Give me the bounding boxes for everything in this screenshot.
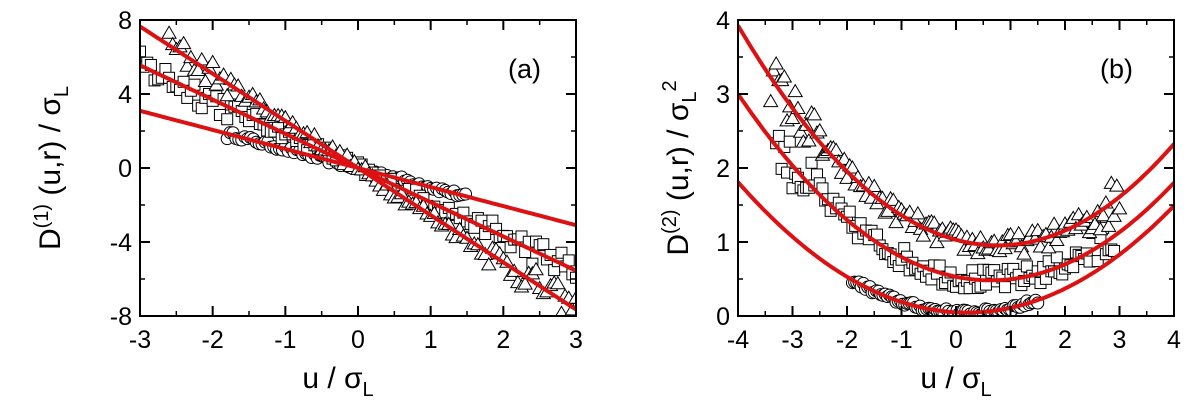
panel-a-label: (a) <box>508 54 541 84</box>
panel-b-y-tick-label: 0 <box>716 303 730 331</box>
panel-b-x-tick-label: -4 <box>727 326 749 354</box>
panel-a-x-axis-label: u / σL <box>302 362 373 401</box>
panel-a-y-axis-label: D(1) (u,r) / σL <box>31 86 73 250</box>
panel-a-point-triangle <box>175 35 192 50</box>
panel-b-point-triangle <box>909 205 926 220</box>
panel-b-point-triangle <box>915 228 932 242</box>
panel-a-point-triangle <box>568 290 576 304</box>
panel-b: -4 -3 -2 -1 0 1 2 3 4 0 1 2 3 4 (b) u / σL D(2) (u,r)… <box>659 7 1181 401</box>
panel-b-point-square <box>772 129 785 142</box>
panel-a-x-tick-label: -2 <box>202 326 224 354</box>
panel-b-point-square <box>1091 255 1104 268</box>
panel-a-tick-labels: -3 -2 -1 0 1 2 3 8 4 0 -4 -8 <box>110 7 583 354</box>
panel-b-x-tick-label: -3 <box>781 326 803 354</box>
panel-a-x-tick-label: -1 <box>274 326 296 354</box>
panel-b-x-tick-label: 3 <box>1113 326 1127 354</box>
panel-a-point-triangle <box>549 275 566 290</box>
panel-b-x-tick-label: -1 <box>890 326 912 354</box>
panel-a-point-square <box>570 271 576 284</box>
panel-b-point-triangle <box>1111 200 1128 215</box>
panel-b-point-triangle <box>1010 225 1027 240</box>
panel-b-point-triangle <box>866 178 883 192</box>
panel-b-tick-labels: -4 -3 -2 -1 0 1 2 3 4 0 1 2 3 4 <box>716 7 1181 354</box>
panel-a-point-triangle <box>161 25 177 39</box>
panel-b-y-tick-label: 1 <box>716 229 730 257</box>
panel-a-point-triangle <box>480 256 497 271</box>
panel-a-fit-lines <box>140 24 576 312</box>
panel-b-point-triangle <box>811 122 828 137</box>
panel-b-y-tick-label: 4 <box>716 7 730 35</box>
panel-b-point-triangle <box>784 110 801 124</box>
panel-b-point-square <box>1050 251 1063 264</box>
panel-a-point-triangle <box>179 58 196 72</box>
panel-b-label: (b) <box>1100 54 1133 84</box>
panel-b-fit-line-square <box>738 92 1174 283</box>
panel-a-point-triangle <box>219 87 236 102</box>
panel-b-point-square <box>783 135 796 148</box>
panel-b-x-tick-label: 0 <box>949 326 963 354</box>
panel-b-point-square <box>999 281 1012 294</box>
panel-b-point-triangle <box>888 214 904 229</box>
panel-b-point-triangle <box>800 133 817 147</box>
panel-a-point-triangle <box>517 276 534 290</box>
panel-b-point-triangle <box>792 124 809 138</box>
panel-b-point-triangle <box>1040 239 1057 254</box>
panel-b-point-triangle <box>787 83 804 98</box>
panel-b-y-axis-label: D(2) (u,r) / σL2 <box>659 80 701 255</box>
panel-b-x-axis-label: u / σL <box>920 362 991 401</box>
panel-b-y-tick-label: 2 <box>716 155 730 183</box>
panel-a-y-tick-label: -4 <box>110 229 132 257</box>
panel-b-point-triangle <box>972 229 989 244</box>
panel-b-x-tick-label: 4 <box>1167 326 1181 354</box>
panel-b-point-triangle <box>768 55 785 70</box>
panel-b-x-tick-label: -2 <box>836 326 858 354</box>
panel-a-point-triangle <box>528 261 544 276</box>
panel-a-point-triangle <box>555 305 568 316</box>
panel-a-y-tick-label: 4 <box>118 81 132 109</box>
panel-b-ticks <box>737 19 1175 317</box>
panel-b-x-tick-label: 1 <box>1004 326 1018 354</box>
panel-b-fit-line-triangle <box>738 24 1174 248</box>
panel-a-y-tick-label: 0 <box>118 155 132 183</box>
panel-b-point-square <box>805 156 818 169</box>
panel-b-point-triangle <box>1108 178 1125 192</box>
panel-a-point-square <box>555 246 568 259</box>
panel-a-fit-line-triangle <box>140 24 576 312</box>
panel-b-point-triangle <box>776 68 793 83</box>
panel-a-x-tick-label: 2 <box>496 326 510 354</box>
panel-b-point-triangle <box>762 93 779 108</box>
panel-a-x-tick-label: -3 <box>129 326 151 354</box>
panel-a-point-triangle <box>204 54 221 68</box>
panel-a-x-tick-label: 1 <box>424 326 438 354</box>
panel-b-point-triangle <box>1095 207 1112 222</box>
panel-b-point-triangle <box>844 160 861 174</box>
panel-b-point-triangle <box>1100 218 1117 232</box>
panel-a-y-tick-label: -8 <box>110 303 132 331</box>
panel-b-point-triangle <box>1106 208 1122 222</box>
panel-a-y-tick-label: 8 <box>118 7 132 35</box>
panel-b-point-square <box>843 205 856 218</box>
panel-b-point-triangle <box>1046 216 1062 230</box>
panel-b-x-tick-label: 2 <box>1058 326 1072 354</box>
panel-b-point-triangle <box>1016 246 1032 260</box>
panel-a-point-square <box>537 238 550 251</box>
panel-a-point-square <box>195 102 208 115</box>
panel-a-point-square <box>140 45 146 58</box>
panel-b-point-triangle <box>885 192 902 206</box>
panel-b-scatter <box>762 55 1128 316</box>
panel-b-point-triangle <box>828 142 844 156</box>
panel-a-point-triangle <box>190 62 207 77</box>
panel-a-x-tick-label: 0 <box>351 326 365 354</box>
panel-b-point-triangle <box>806 106 823 121</box>
panel-a-point-triangle <box>197 73 214 87</box>
panel-b-point-triangle <box>929 234 945 249</box>
panel-a: -3 -2 -1 0 1 2 3 8 4 0 -4 -8 (a) u / σL D(1) (u,r) … <box>31 7 583 401</box>
panel-b-point-triangle <box>926 215 943 229</box>
panel-b-y-tick-label: 3 <box>716 81 730 109</box>
panel-a-point-square <box>221 113 234 126</box>
panel-a-ticks <box>139 19 577 317</box>
panel-a-x-tick-label: 3 <box>569 326 583 354</box>
panel-b-point-triangle <box>1048 232 1065 246</box>
